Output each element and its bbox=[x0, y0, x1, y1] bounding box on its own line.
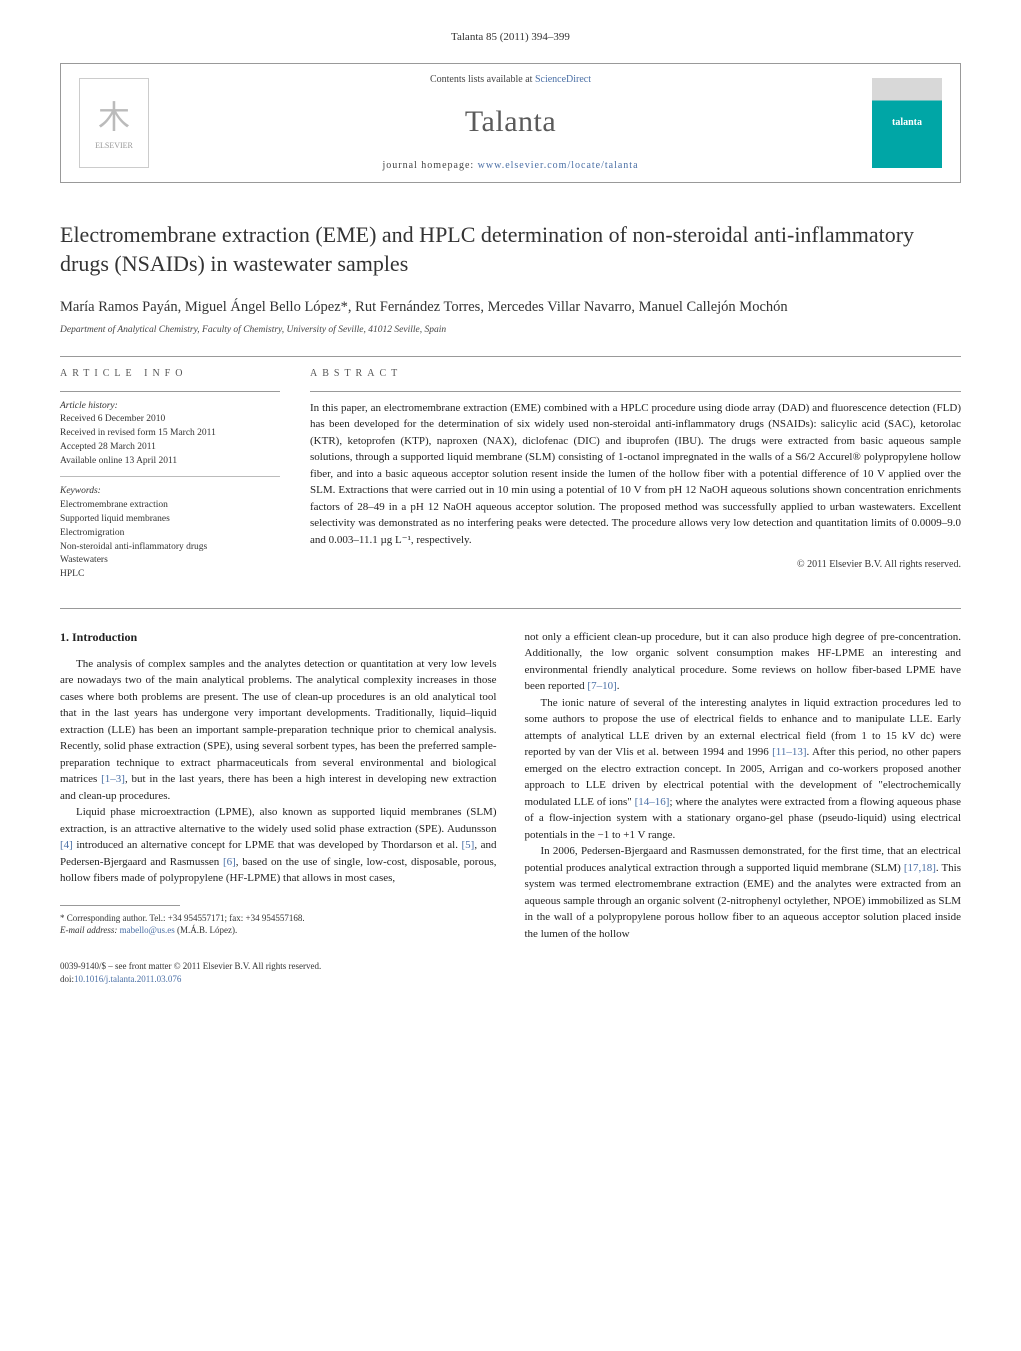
divider bbox=[60, 608, 961, 609]
reference-link[interactable]: [1–3] bbox=[101, 773, 125, 785]
bottom-copyright-line: 0039-9140/$ – see front matter © 2011 El… bbox=[60, 960, 961, 985]
reference-link[interactable]: [4] bbox=[60, 839, 73, 851]
journal-reference: Talanta 85 (2011) 394–399 bbox=[60, 30, 961, 45]
info-abstract-row: ARTICLE INFO Article history: Received 6… bbox=[60, 367, 961, 582]
email-tail: (M.Á.B. López). bbox=[175, 925, 238, 935]
body-paragraph: In 2006, Pedersen-Bjergaard and Rasmusse… bbox=[525, 843, 962, 942]
article-title: Electromembrane extraction (EME) and HPL… bbox=[60, 221, 961, 278]
abstract-copyright: © 2011 Elsevier B.V. All rights reserved… bbox=[310, 558, 961, 572]
keyword: HPLC bbox=[60, 568, 280, 582]
abstract-label: ABSTRACT bbox=[310, 367, 961, 381]
revised-date: Received in revised form 15 March 2011 bbox=[60, 427, 280, 441]
body-paragraph: The ionic nature of several of the inter… bbox=[525, 695, 962, 844]
paragraph-text: Liquid phase microextraction (LPME), als… bbox=[60, 806, 497, 835]
journal-cover-thumbnail: talanta bbox=[872, 78, 942, 168]
keyword: Electromigration bbox=[60, 527, 280, 541]
elsevier-label: ELSEVIER bbox=[95, 140, 133, 151]
elsevier-tree-icon: ⽊ bbox=[98, 95, 130, 140]
article-info-label: ARTICLE INFO bbox=[60, 367, 280, 381]
email-link[interactable]: mabello@us.es bbox=[120, 925, 175, 935]
abstract-text: In this paper, an electromembrane extrac… bbox=[310, 400, 961, 549]
abstract-column: ABSTRACT In this paper, an electromembra… bbox=[310, 367, 961, 582]
reference-link[interactable]: [14–16] bbox=[635, 796, 670, 808]
body-paragraph: The analysis of complex samples and the … bbox=[60, 656, 497, 805]
keywords-header: Keywords: bbox=[60, 485, 280, 499]
homepage-line: journal homepage: www.elsevier.com/locat… bbox=[149, 159, 872, 173]
paragraph-text: The analysis of complex samples and the … bbox=[60, 658, 497, 786]
keyword: Supported liquid membranes bbox=[60, 513, 280, 527]
doi-label: doi: bbox=[60, 974, 74, 984]
paragraph-text: introduced an alternative concept for LP… bbox=[73, 839, 462, 851]
paragraph-text: , but in the last years, there has been … bbox=[60, 773, 497, 802]
keyword: Electromembrane extraction bbox=[60, 499, 280, 513]
sciencedirect-link[interactable]: ScienceDirect bbox=[535, 74, 591, 85]
online-date: Available online 13 April 2011 bbox=[60, 455, 280, 469]
paragraph-text: In 2006, Pedersen-Bjergaard and Rasmusse… bbox=[525, 845, 962, 874]
section-heading-introduction: 1. Introduction bbox=[60, 629, 497, 646]
body-paragraph: Liquid phase microextraction (LPME), als… bbox=[60, 804, 497, 887]
journal-header-box: ⽊ ELSEVIER Contents lists available at S… bbox=[60, 63, 961, 183]
reference-link[interactable]: [7–10] bbox=[587, 680, 616, 692]
received-date: Received 6 December 2010 bbox=[60, 413, 280, 427]
issn-line: 0039-9140/$ – see front matter © 2011 El… bbox=[60, 960, 961, 973]
email-label: E-mail address: bbox=[60, 925, 120, 935]
footnote-divider bbox=[60, 905, 180, 906]
header-center: Contents lists available at ScienceDirec… bbox=[149, 73, 872, 173]
corresponding-text: * Corresponding author. Tel.: +34 954557… bbox=[60, 912, 497, 925]
article-info-column: ARTICLE INFO Article history: Received 6… bbox=[60, 367, 280, 582]
corresponding-author-footnote: * Corresponding author. Tel.: +34 954557… bbox=[60, 912, 497, 937]
article-history-block: Article history: Received 6 December 201… bbox=[60, 400, 280, 582]
history-header: Article history: bbox=[60, 400, 280, 414]
reference-link[interactable]: [11–13] bbox=[772, 746, 806, 758]
elsevier-logo: ⽊ ELSEVIER bbox=[79, 78, 149, 168]
paragraph-text: . bbox=[617, 680, 620, 692]
reference-link[interactable]: [5] bbox=[462, 839, 475, 851]
contents-line: Contents lists available at ScienceDirec… bbox=[149, 73, 872, 87]
contents-prefix: Contents lists available at bbox=[430, 74, 535, 85]
keyword: Wastewaters bbox=[60, 554, 280, 568]
homepage-prefix: journal homepage: bbox=[382, 160, 477, 171]
reference-link[interactable]: [17,18] bbox=[904, 862, 936, 874]
body-column-left: 1. Introduction The analysis of complex … bbox=[60, 629, 497, 943]
affiliation: Department of Analytical Chemistry, Facu… bbox=[60, 324, 961, 337]
body-paragraph: not only a efficient clean-up procedure,… bbox=[525, 629, 962, 695]
doi-link[interactable]: 10.1016/j.talanta.2011.03.076 bbox=[74, 974, 181, 984]
homepage-link[interactable]: www.elsevier.com/locate/talanta bbox=[478, 160, 639, 171]
reference-link[interactable]: [6] bbox=[223, 856, 236, 868]
keyword: Non-steroidal anti-inflammatory drugs bbox=[60, 541, 280, 555]
body-column-right: not only a efficient clean-up procedure,… bbox=[525, 629, 962, 943]
accepted-date: Accepted 28 March 2011 bbox=[60, 441, 280, 455]
body-columns: 1. Introduction The analysis of complex … bbox=[60, 629, 961, 943]
journal-name: Talanta bbox=[149, 101, 872, 143]
authors-list: María Ramos Payán, Miguel Ángel Bello Ló… bbox=[60, 297, 961, 319]
divider bbox=[60, 356, 961, 357]
